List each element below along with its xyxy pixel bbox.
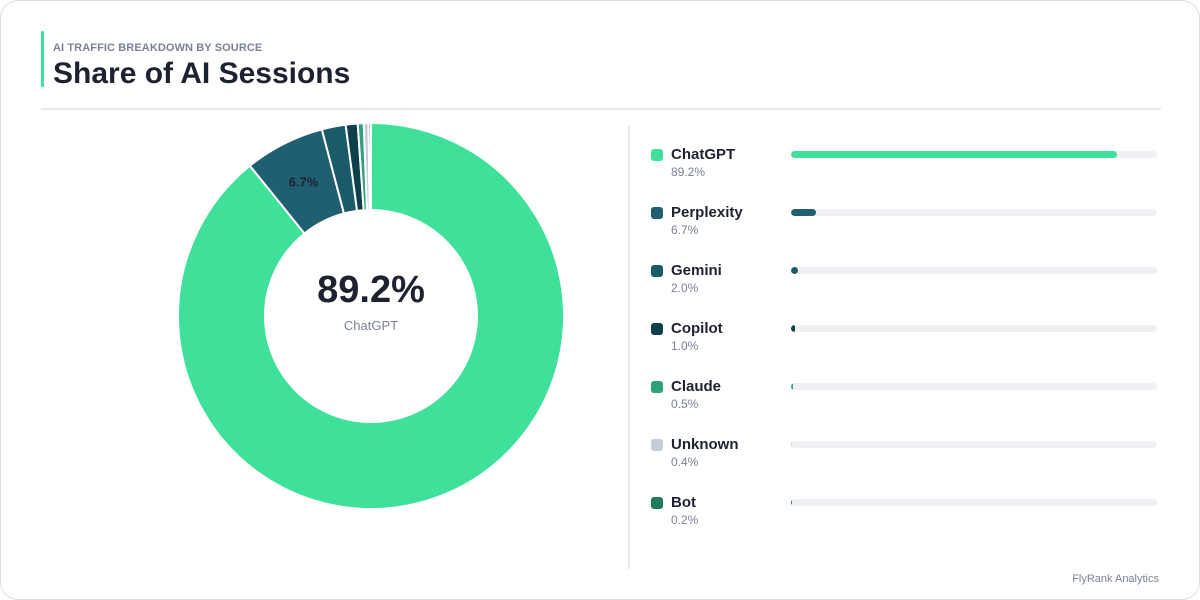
donut-center-label: ChatGPT bbox=[343, 318, 399, 333]
legend-item-gemini: Gemini 2.0% bbox=[651, 262, 1161, 320]
legend-item-unknown: Unknown 0.4% bbox=[651, 436, 1161, 494]
legend-bar-fill bbox=[791, 267, 799, 274]
legend-name: ChatGPT bbox=[671, 146, 736, 163]
legend-bar-fill bbox=[791, 325, 795, 332]
legend-swatch bbox=[651, 497, 663, 509]
legend-item-bot: Bot 0.2% bbox=[651, 494, 1161, 552]
legend-name: Unknown bbox=[671, 436, 739, 453]
legend-swatch bbox=[651, 381, 663, 393]
legend-percent: 89.2% bbox=[671, 165, 706, 179]
legend-item-claude: Claude 0.5% bbox=[651, 378, 1161, 436]
legend-name: Bot bbox=[671, 494, 696, 511]
legend-bar-fill bbox=[791, 383, 793, 390]
legend-name: Claude bbox=[671, 378, 722, 395]
legend-bar-track bbox=[791, 267, 1157, 274]
legend-percent: 0.5% bbox=[671, 397, 699, 411]
donut-slice-chatgpt bbox=[177, 121, 565, 510]
donut-chart: 6.7% bbox=[177, 121, 565, 510]
chart-subtitle: AI TRAFFIC BREAKDOWN BY SOURCE bbox=[53, 42, 263, 54]
legend-percent: 0.2% bbox=[671, 513, 699, 527]
legend-bar-track bbox=[791, 325, 1157, 332]
legend-name: Gemini bbox=[671, 262, 722, 279]
legend-name: Perplexity bbox=[671, 204, 743, 221]
legend-percent: 2.0% bbox=[671, 281, 699, 295]
legend-bar-fill bbox=[791, 499, 792, 506]
legend-swatch bbox=[651, 207, 663, 219]
legend-bar-track bbox=[791, 151, 1157, 158]
donut-center-value: 89.2% bbox=[317, 269, 425, 311]
legend-item-chatgpt: ChatGPT 89.2% bbox=[651, 146, 1161, 204]
legend-swatch bbox=[651, 323, 663, 335]
footer-brand: FlyRank Analytics bbox=[1072, 573, 1159, 585]
donut-slice-label-perplexity: 6.7% bbox=[289, 175, 319, 190]
legend-swatch bbox=[651, 439, 663, 451]
legend-percent: 1.0% bbox=[671, 339, 699, 353]
legend-bar-fill bbox=[791, 209, 816, 216]
legend-item-perplexity: Perplexity 6.7% bbox=[651, 204, 1161, 262]
legend-bar-track bbox=[791, 499, 1157, 506]
legend-bar-track bbox=[791, 383, 1157, 390]
legend-percent: 0.4% bbox=[671, 455, 699, 469]
donut-slices bbox=[177, 121, 565, 510]
legend-item-copilot: Copilot 1.0% bbox=[651, 320, 1161, 378]
donut-slice-labels: 6.7% bbox=[289, 175, 319, 190]
chart-title: Share of AI Sessions bbox=[53, 57, 351, 90]
legend: ChatGPT 89.2% Perplexity 6.7% Gemini 2.0% Copi… bbox=[651, 146, 1161, 552]
legend-percent: 6.7% bbox=[671, 223, 699, 237]
donut-slice-bot bbox=[367, 121, 372, 212]
header-divider bbox=[41, 108, 1161, 110]
vertical-divider bbox=[628, 126, 630, 569]
legend-bar-track bbox=[791, 209, 1157, 216]
legend-bar-track bbox=[791, 441, 1157, 448]
legend-name: Copilot bbox=[671, 320, 723, 337]
legend-swatch bbox=[651, 149, 663, 161]
header-accent-bar bbox=[41, 31, 44, 87]
legend-bar-fill bbox=[791, 151, 1118, 158]
legend-bar-fill bbox=[791, 441, 793, 448]
legend-swatch bbox=[651, 265, 663, 277]
